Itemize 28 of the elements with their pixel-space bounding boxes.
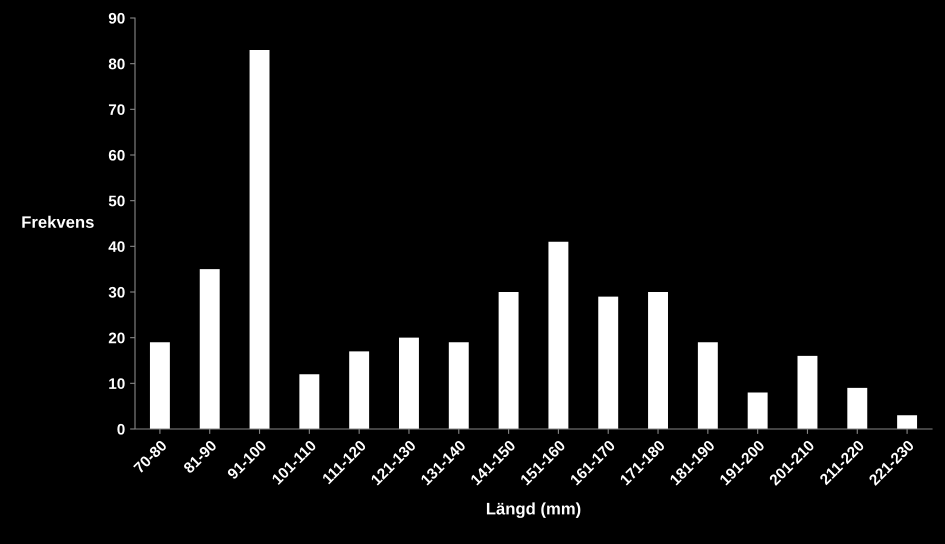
bar (250, 50, 270, 429)
bar (399, 338, 419, 429)
bar (798, 356, 818, 429)
bar (299, 374, 320, 429)
bar (498, 292, 519, 429)
x-axis-title: Längd (mm) (486, 502, 580, 518)
bar (698, 342, 718, 429)
bar (150, 342, 170, 429)
y-axis-title: Frekvens (22, 216, 94, 228)
bar (748, 392, 768, 429)
y-tick-label: 60 (108, 150, 125, 161)
bar (897, 415, 918, 429)
y-tick-label: 80 (108, 58, 125, 70)
bar (349, 351, 370, 429)
y-tick-label: 50 (108, 196, 125, 206)
bar (598, 296, 618, 429)
y-tick-label: 0 (117, 424, 125, 435)
bar (548, 242, 568, 429)
bar (648, 292, 668, 429)
y-tick-label: 10 (109, 378, 125, 390)
y-tick-label: 30 (108, 286, 125, 298)
y-tick-label: 20 (108, 332, 125, 344)
bar (448, 342, 469, 429)
bar (200, 269, 220, 429)
bar (847, 388, 868, 429)
y-tick-label: 40 (108, 241, 125, 252)
y-tick-label: 90 (108, 12, 125, 24)
y-tick-label: 70 (108, 104, 125, 116)
